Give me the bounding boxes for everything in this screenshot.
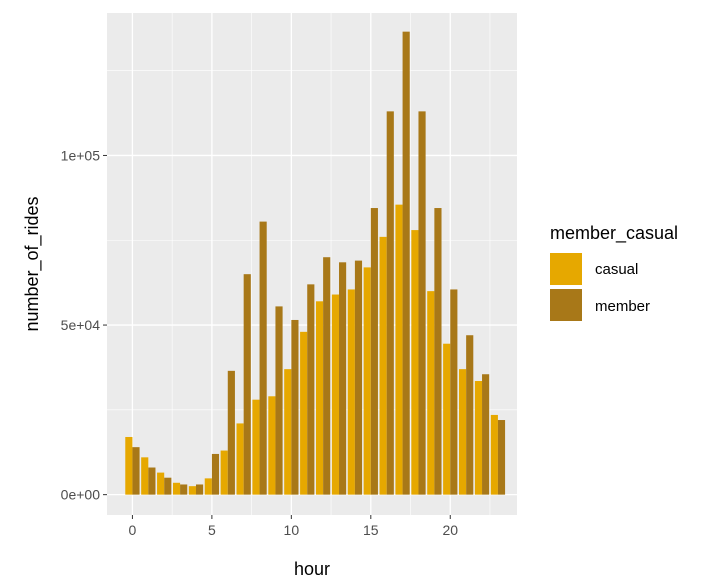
bar-casual-21: [458, 369, 467, 495]
bar-member-4: [195, 484, 204, 495]
bar-member-23: [497, 420, 506, 495]
bar-member-11: [307, 284, 315, 495]
bar-member-21: [466, 335, 474, 495]
legend-title: member_casual: [550, 223, 678, 244]
bar-casual-10: [284, 369, 292, 495]
x-axis-title: hour: [294, 559, 330, 579]
bar-casual-19: [427, 291, 435, 495]
y-tick-label: 1e+05: [61, 147, 101, 163]
x-tick-label: 0: [129, 522, 137, 538]
bar-member-6: [227, 370, 235, 495]
bar-member-2: [164, 477, 172, 495]
bar-casual-3: [172, 482, 181, 495]
bar-member-22: [482, 374, 490, 495]
bar-member-9: [275, 306, 283, 495]
bar-casual-5: [204, 478, 212, 495]
legend-label-casual: casual: [595, 261, 638, 278]
y-tick-label: 5e+04: [61, 317, 101, 333]
bar-member-17: [402, 31, 410, 495]
bar-casual-4: [188, 486, 196, 495]
bar-member-8: [259, 221, 267, 495]
x-axis-ticks: 0 5 10 15 20: [129, 515, 458, 538]
bar-casual-16: [379, 236, 387, 495]
bar-casual-15: [363, 267, 371, 495]
bar-member-3: [180, 484, 188, 495]
legend-label-member: member: [595, 298, 650, 315]
bars: [125, 31, 506, 495]
bar-casual-7: [236, 423, 244, 495]
y-axis-title: number_of_rides: [22, 196, 43, 331]
bar-member-5: [211, 453, 220, 495]
bar-casual-9: [268, 396, 276, 495]
bar-casual-22: [474, 381, 483, 495]
bar-member-19: [434, 208, 442, 495]
bar-casual-2: [157, 472, 165, 495]
y-axis-ticks: 0e+00 5e+04 1e+05: [61, 147, 107, 503]
bar-member-12: [323, 257, 331, 495]
x-tick-label: 5: [208, 522, 216, 538]
bar-casual-8: [252, 399, 260, 495]
bar-member-14: [354, 260, 363, 495]
bar-member-10: [291, 319, 299, 495]
y-tick-label: 0e+00: [61, 487, 101, 503]
legend-key-casual: [550, 253, 582, 285]
bar-casual-12: [315, 301, 324, 495]
x-tick-label: 20: [442, 522, 458, 538]
bar-member-15: [370, 208, 378, 495]
bar-casual-18: [411, 230, 419, 495]
bar-member-1: [148, 467, 156, 495]
bar-member-16: [386, 111, 394, 495]
bar-casual-1: [141, 457, 149, 495]
bar-casual-14: [347, 289, 355, 495]
bar-member-7: [243, 274, 251, 495]
bar-casual-20: [443, 343, 451, 495]
bar-member-13: [339, 262, 347, 495]
bar-casual-17: [395, 204, 403, 495]
bar-casual-6: [220, 450, 228, 495]
x-tick-label: 10: [284, 522, 300, 538]
bar-member-18: [418, 111, 426, 495]
bar-casual-13: [331, 294, 340, 495]
bar-member-20: [450, 289, 458, 495]
legend-key-member: [550, 289, 582, 321]
bar-casual-11: [300, 331, 308, 495]
bar-casual-23: [490, 414, 498, 495]
legend: member_casual casual member: [550, 223, 678, 321]
x-tick-label: 15: [363, 522, 379, 538]
bar-casual-0: [125, 436, 133, 495]
bar-member-0: [132, 447, 140, 495]
